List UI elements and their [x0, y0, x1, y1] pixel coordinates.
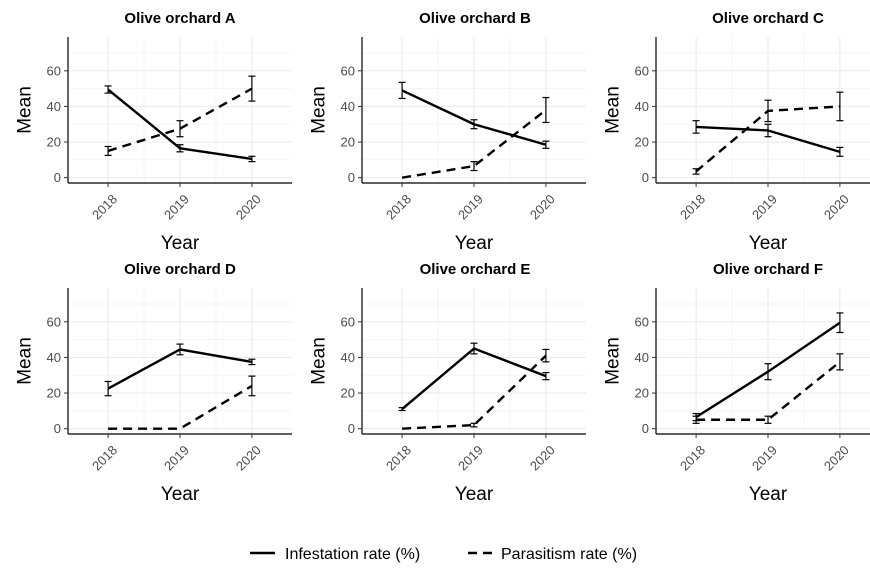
- parasitism-line: [108, 384, 253, 430]
- parasitism-line: [402, 354, 547, 430]
- panel-title: Olive orchard E: [420, 261, 531, 278]
- x-tick-label: 2018: [383, 442, 414, 473]
- panel-title: Olive orchard B: [419, 10, 531, 27]
- x-tick-label: 2018: [89, 442, 120, 473]
- y-tick-label: 40: [635, 350, 649, 365]
- y-tick-label: 20: [341, 135, 355, 150]
- y-tick-label: 60: [47, 63, 61, 78]
- parasitism-line: [696, 360, 841, 421]
- panel-title: Olive orchard C: [712, 10, 824, 27]
- x-tick-label: 2019: [161, 442, 192, 473]
- legend-label-infestation: Infestation rate (%): [285, 546, 420, 563]
- y-axis-title: Mean: [309, 337, 330, 385]
- x-tick-label: 2018: [677, 442, 708, 473]
- x-tick-label: 2020: [233, 442, 264, 473]
- x-tick-label: 2018: [383, 191, 414, 222]
- x-tick-label: 2019: [455, 442, 486, 473]
- y-tick-label: 60: [635, 63, 649, 78]
- y-tick-label: 60: [47, 314, 61, 329]
- y-tick-label: 0: [642, 170, 649, 185]
- x-tick-label: 2019: [749, 191, 780, 222]
- y-tick-label: 40: [341, 99, 355, 114]
- panel-title: Olive orchard D: [124, 261, 236, 278]
- x-tick-label: 2020: [821, 191, 852, 222]
- panel-title: Olive orchard A: [124, 10, 235, 27]
- y-tick-label: 0: [54, 170, 61, 185]
- x-axis-title: Year: [749, 484, 788, 505]
- x-axis-title: Year: [455, 484, 494, 505]
- y-axis-title: Mean: [309, 86, 330, 134]
- legend-label-parasitism: Parasitism rate (%): [501, 546, 637, 563]
- x-tick-label: 2019: [161, 191, 192, 222]
- y-axis-title: Mean: [15, 337, 36, 385]
- y-tick-label: 40: [341, 350, 355, 365]
- y-tick-label: 60: [341, 63, 355, 78]
- y-axis-title: Mean: [603, 337, 624, 385]
- x-axis-title: Year: [749, 233, 788, 254]
- y-tick-label: 0: [348, 421, 355, 436]
- y-axis-title: Mean: [15, 86, 36, 134]
- x-axis-title: Year: [455, 233, 494, 254]
- x-tick-label: 2019: [749, 442, 780, 473]
- x-tick-label: 2020: [821, 442, 852, 473]
- x-tick-label: 2019: [455, 191, 486, 222]
- x-axis-title: Year: [161, 233, 200, 254]
- y-tick-label: 40: [47, 99, 61, 114]
- y-tick-label: 0: [348, 170, 355, 185]
- y-axis-title: Mean: [603, 86, 624, 134]
- y-tick-label: 0: [642, 421, 649, 436]
- y-tick-label: 40: [47, 350, 61, 365]
- x-axis-title: Year: [161, 484, 200, 505]
- x-tick-label: 2018: [89, 191, 120, 222]
- panel-title: Olive orchard F: [713, 261, 823, 278]
- y-tick-label: 20: [635, 135, 649, 150]
- y-tick-label: 20: [635, 386, 649, 401]
- x-tick-label: 2020: [233, 191, 264, 222]
- y-tick-label: 60: [341, 314, 355, 329]
- x-tick-label: 2020: [527, 191, 558, 222]
- y-tick-label: 40: [635, 99, 649, 114]
- y-tick-label: 60: [635, 314, 649, 329]
- y-tick-label: 20: [47, 386, 61, 401]
- y-tick-label: 20: [47, 135, 61, 150]
- x-tick-label: 2018: [677, 191, 708, 222]
- y-tick-label: 20: [341, 386, 355, 401]
- x-tick-label: 2020: [527, 442, 558, 473]
- y-tick-label: 0: [54, 421, 61, 436]
